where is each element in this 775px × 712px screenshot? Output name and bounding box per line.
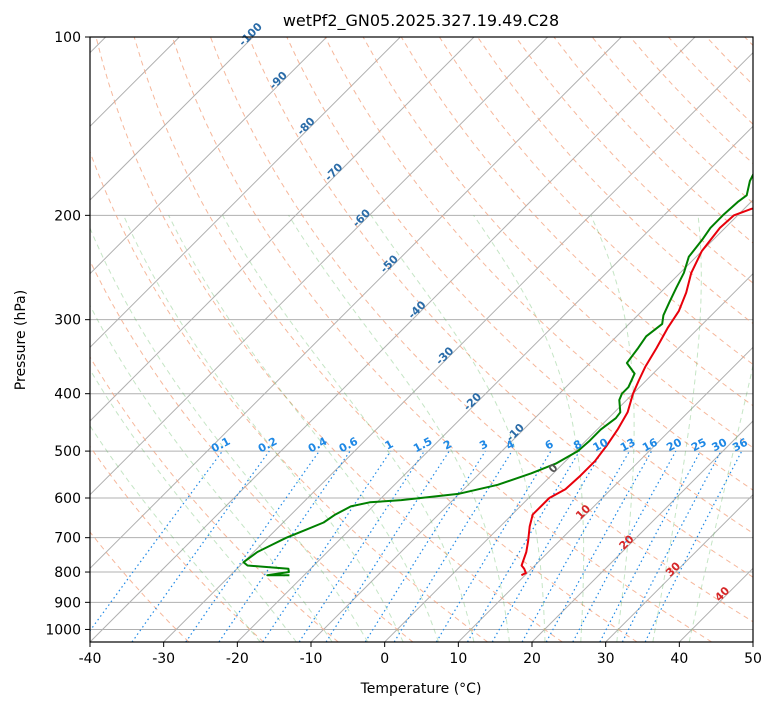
x-tick-label: 40 (670, 651, 688, 667)
y-tick-label: 1000 (45, 622, 81, 638)
y-axis-label: Pressure (hPa) (13, 290, 29, 390)
y-tick-label: 200 (54, 208, 81, 224)
x-tick-label: 0 (380, 651, 389, 667)
x-tick-label: -20 (226, 651, 249, 667)
x-tick-label: -10 (300, 651, 323, 667)
plot-background (90, 37, 753, 642)
chart-title: wetPf2_GN05.2025.327.19.49.C28 (283, 11, 559, 31)
x-axis-label: Temperature (°C) (360, 681, 482, 697)
x-tick-label: 30 (597, 651, 615, 667)
x-tick-label: -40 (79, 651, 102, 667)
y-tick-label: 500 (54, 444, 81, 460)
y-tick-label: 700 (54, 531, 81, 547)
x-tick-label: 10 (449, 651, 467, 667)
x-tick-label: 50 (744, 651, 762, 667)
x-tick-label: -30 (152, 651, 175, 667)
y-tick-label: 600 (54, 491, 81, 507)
y-tick-label: 100 (54, 30, 81, 46)
y-tick-label: 800 (54, 565, 81, 581)
isotherm-line (753, 37, 775, 642)
x-tick-label: 20 (523, 651, 541, 667)
y-tick-label: 300 (54, 313, 81, 329)
y-tick-label: 900 (54, 595, 81, 611)
y-tick-label: 400 (54, 387, 81, 403)
